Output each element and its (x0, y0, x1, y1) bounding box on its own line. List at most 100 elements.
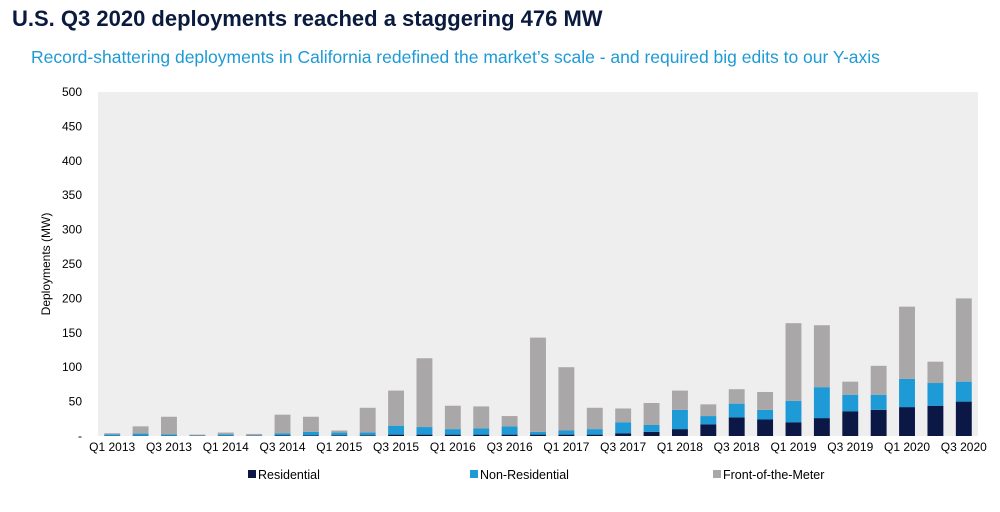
bar-segment-residential (757, 419, 774, 436)
y-axis-label: Deployments (MW) (39, 213, 53, 316)
bar-segment-non-residential (274, 433, 291, 436)
bar-segment-front-of-the-meter (927, 361, 944, 384)
x-tick-label: Q1 2019 (770, 440, 816, 454)
x-axis-ticks: Q1 2013 Q3 2013 Q1 2014 Q3 2014 Q1 2015 Q3 20… (89, 440, 987, 454)
bar-segment-front-of-the-meter (899, 306, 915, 379)
y-tick-label: 50 (69, 395, 83, 409)
y-tick-label: 200 (62, 291, 82, 305)
y-tick-label: 400 (62, 154, 82, 168)
bar-segment-residential (388, 434, 405, 436)
legend-swatch (713, 470, 721, 478)
bar-segment-non-residential (558, 430, 575, 435)
bar-segment-front-of-the-meter (501, 416, 518, 427)
bar-segment-residential (643, 431, 660, 436)
bar-segment-front-of-the-meter (302, 416, 319, 432)
bar-segment-non-residential (927, 383, 944, 406)
bar-segment-residential (359, 435, 376, 436)
bar-segment-residential (530, 434, 546, 436)
x-tick-label: Q3 2016 (487, 440, 533, 454)
x-tick-label: Q3 2019 (827, 440, 873, 454)
y-tick-label: 300 (62, 223, 82, 237)
x-tick-label: Q3 2014 (259, 440, 305, 454)
bar-segment-residential (955, 401, 972, 436)
bar-segment-front-of-the-meter (615, 408, 632, 423)
x-tick-label: Q1 2017 (543, 440, 589, 454)
bar-segment-front-of-the-meter (530, 337, 546, 432)
bar-segment-non-residential (416, 427, 433, 435)
legend: Residential Non-Residential Front-of-the-M… (248, 468, 824, 482)
y-axis-ticks: - 50 100 150 200 250 300 350 400 450 500 (62, 85, 82, 443)
bar-segment-front-of-the-meter (643, 402, 660, 425)
bar-segment-residential (842, 411, 859, 436)
bar-segment-non-residential (217, 434, 234, 436)
bar-segment-non-residential (700, 416, 717, 425)
x-tick-label: Q3 2015 (373, 440, 419, 454)
bar-segment-residential (558, 434, 575, 436)
x-tick-label: Q1 2014 (203, 440, 249, 454)
bar-segment-residential (331, 435, 348, 436)
bar-segment-non-residential (671, 409, 688, 430)
bar-segment-non-residential (501, 426, 518, 435)
x-tick-label: Q1 2015 (316, 440, 362, 454)
bar-segment-non-residential (161, 434, 177, 436)
y-tick-label: - (78, 429, 82, 443)
bar-segment-residential (785, 422, 802, 436)
bar-segment-non-residential (813, 387, 830, 419)
bars-group (104, 298, 972, 436)
bar-segment-residential (927, 405, 944, 436)
bar-segment-front-of-the-meter (700, 404, 717, 417)
bar-segment-non-residential (132, 433, 149, 436)
y-tick-label: 450 (62, 119, 82, 133)
bar-segment-residential (700, 424, 717, 436)
y-tick-label: 250 (62, 257, 82, 271)
bar-segment-non-residential (643, 424, 660, 432)
bar-segment-non-residential (728, 403, 745, 418)
legend-label: Residential (258, 468, 320, 482)
bar-segment-non-residential (586, 429, 603, 435)
bar-segment-front-of-the-meter (274, 414, 291, 434)
bar-segment-front-of-the-meter (359, 407, 376, 433)
bar-segment-residential (416, 434, 433, 436)
bar-segment-residential (899, 407, 915, 436)
bar-segment-non-residential (530, 431, 546, 435)
bar-segment-residential (444, 434, 461, 436)
bar-segment-front-of-the-meter (388, 390, 405, 426)
bar-segment-non-residential (302, 431, 319, 436)
chart-subtitle: Record-shattering deployments in Califor… (31, 47, 880, 67)
bar-segment-non-residential (359, 432, 376, 436)
bar-segment-front-of-the-meter (104, 433, 121, 435)
legend-swatch (248, 470, 256, 478)
bar-segment-non-residential (104, 434, 121, 436)
bar-segment-front-of-the-meter (842, 381, 859, 395)
bar-segment-front-of-the-meter (444, 405, 461, 430)
bar-segment-non-residential (444, 429, 461, 435)
bar-segment-residential (501, 434, 518, 436)
bar-segment-front-of-the-meter (955, 298, 972, 382)
bar-segment-non-residential (757, 409, 774, 420)
bar-segment-non-residential (615, 422, 632, 434)
x-tick-label: Q3 2017 (600, 440, 646, 454)
x-tick-label: Q3 2013 (146, 440, 192, 454)
bar-segment-front-of-the-meter (728, 389, 745, 404)
y-tick-label: 350 (62, 188, 82, 202)
bar-segment-residential (615, 433, 632, 436)
bar-segment-residential (813, 418, 830, 436)
bar-segment-residential (274, 435, 291, 436)
bar-segment-non-residential (785, 400, 802, 423)
bar-segment-residential (728, 417, 745, 436)
x-tick-label: Q3 2018 (714, 440, 760, 454)
x-tick-label: Q1 2018 (657, 440, 703, 454)
x-tick-label: Q3 2020 (941, 440, 987, 454)
bar-segment-non-residential (842, 394, 859, 412)
bar-segment-front-of-the-meter (217, 432, 234, 435)
legend-label: Non-Residential (480, 468, 569, 482)
bar-segment-non-residential (473, 428, 490, 435)
bar-segment-residential (586, 434, 603, 436)
bar-segment-front-of-the-meter (161, 416, 177, 435)
bar-segment-non-residential (870, 394, 887, 410)
bar-segment-residential (473, 434, 490, 436)
bar-segment-front-of-the-meter (870, 365, 887, 395)
y-tick-label: 100 (62, 360, 82, 374)
bar-segment-front-of-the-meter (246, 433, 263, 436)
